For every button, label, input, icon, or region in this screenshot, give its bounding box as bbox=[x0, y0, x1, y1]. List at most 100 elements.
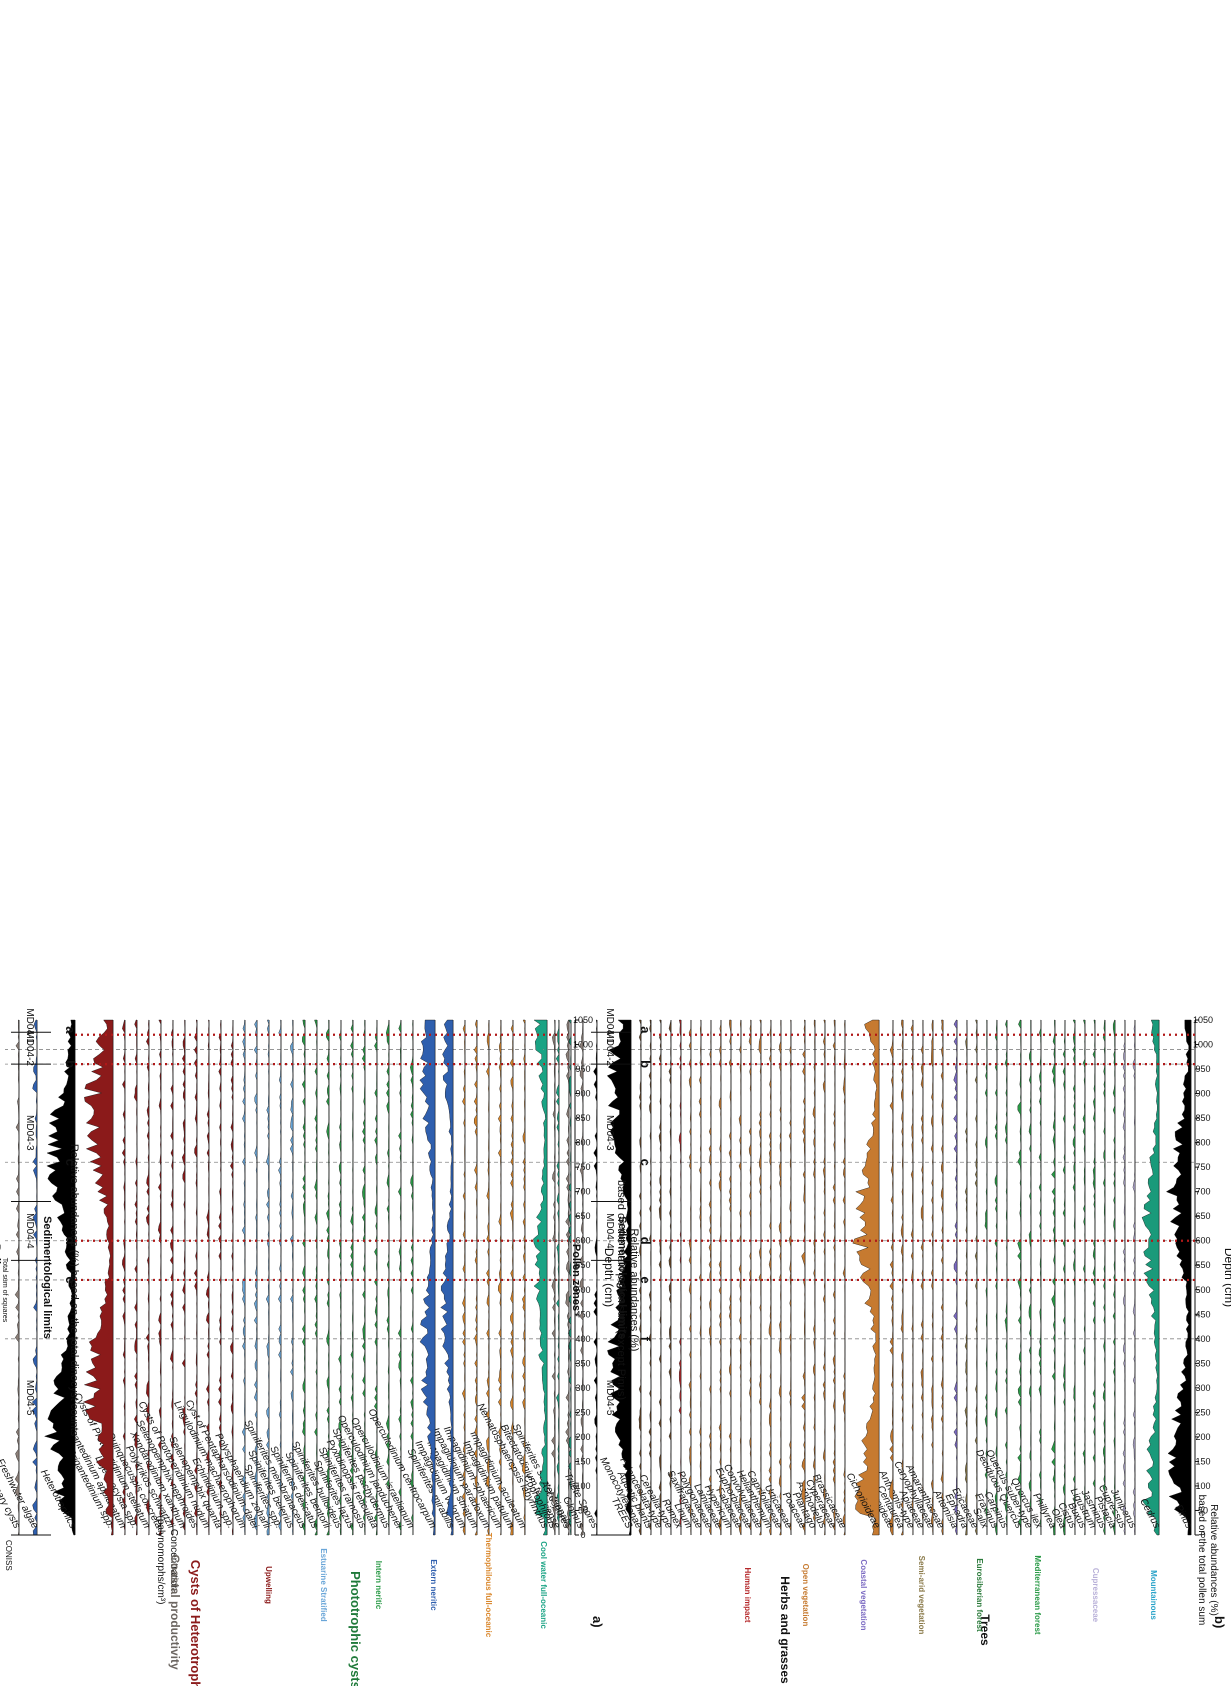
panel-b-sed-title: Sedimentological limits bbox=[616, 1216, 628, 1339]
panel-b-depth-tick-label: 200 bbox=[1195, 1432, 1210, 1442]
panel-b-area-euphorbiaceae bbox=[748, 1019, 752, 1536]
panel-a-area-pre-quaternary-cysts bbox=[14, 1019, 20, 1536]
panel-a-header-phototrophic: Phototrophic cysts bbox=[348, 1571, 363, 1686]
panel-a-area-polykrikos-schwartzii bbox=[169, 1019, 174, 1536]
panel-a-area-nematosphaeropsis-labyrinthus bbox=[533, 1019, 548, 1536]
panel-b-depth-tick-label: 0 bbox=[1200, 1530, 1205, 1540]
panel-b-area-cedrus bbox=[1141, 1019, 1160, 1536]
panel-b-area-phillyrea bbox=[1051, 1019, 1056, 1536]
panel-a-area-cysts-of-protoperidinium-stellatum bbox=[145, 1019, 150, 1536]
panel-a-area-brigantedinium-spp- bbox=[82, 1019, 114, 1536]
panel-a-zones-title: Pollen zones bbox=[0, 1244, 2, 1311]
panel-b-area-asteroideae bbox=[889, 1019, 894, 1536]
panel-a-area-spiniferites-bulloideus bbox=[338, 1019, 342, 1536]
panel-b-area-quercus-suber-type bbox=[1028, 1019, 1032, 1536]
panel-a-area-spiniferites-pachydermus bbox=[385, 1019, 390, 1536]
panel-b-letter: b) bbox=[1212, 1616, 1227, 1629]
panel-b-group-label: Mountainous bbox=[1149, 1570, 1158, 1620]
panel-b-area-plantago bbox=[812, 1019, 816, 1536]
panel-a-area-cysts-of-protoperidinium-nudum bbox=[205, 1019, 210, 1536]
panel-b-area-fraxinus bbox=[994, 1019, 998, 1536]
panel-a-x-title: Relative abundances (%) based on the tot… bbox=[68, 1144, 80, 1437]
panel-b-zones-title: Pollen zones bbox=[570, 1244, 582, 1311]
panel-a-area-trinovantedinium-applanatum bbox=[121, 1019, 126, 1536]
panel-a-group-label: Upwelling bbox=[264, 1566, 273, 1604]
panel-b-sed-letter-e: e bbox=[638, 1276, 653, 1283]
panel-b-area-anthemis-type bbox=[910, 1019, 914, 1536]
panel-a-group-label: Intern neritic bbox=[374, 1561, 383, 1610]
coniss-label: CONISS bbox=[4, 1540, 13, 1571]
panel-b-area-linum bbox=[688, 1019, 692, 1536]
panel-a-area-spiniferites-ramosus bbox=[361, 1019, 366, 1536]
panel-b-area-ericaceae bbox=[974, 1019, 978, 1536]
panel-b-x-title-2: based on the total pollen sum bbox=[1196, 1495, 1207, 1626]
panel-b-panel: 1050100095090085080075070065060055050045… bbox=[521, 1008, 1231, 1540]
panel-b-area-olea bbox=[1062, 1019, 1066, 1536]
panel-a-area-impagidinium-velorum bbox=[462, 1019, 466, 1536]
panel-b-depth-tick-label: 500 bbox=[1195, 1285, 1210, 1295]
panel-b-area-monocotyledonae bbox=[638, 1019, 642, 1536]
panel-b-area-artemisia bbox=[953, 1019, 958, 1536]
panel-b-group-label: Human impact bbox=[743, 1567, 752, 1622]
panel-a-area-lejeunecysta-spp- bbox=[133, 1019, 138, 1536]
panel-b-group-label: Cupressaceae bbox=[1091, 1568, 1100, 1623]
panel-b-depth-tick-label: 800 bbox=[1195, 1138, 1210, 1148]
panel-a-sed-title: Sedimentological limits bbox=[41, 1216, 53, 1339]
panel-b-zone-label: MD04-1 bbox=[604, 1008, 615, 1044]
panel-a-area-impagidinium-patulum bbox=[509, 1019, 514, 1536]
panel-b-area-centaurea bbox=[900, 1019, 904, 1536]
panel-a-area-spiniferites-membranaceus bbox=[301, 1019, 306, 1536]
panel-a-area-impagidinium-striatum bbox=[473, 1019, 478, 1536]
panel-a-sed-letter-e: e bbox=[63, 1276, 78, 1283]
panel-b-area-coprophilous bbox=[551, 1019, 556, 1536]
panel-a-conc-title-1: Concentration bbox=[168, 1529, 179, 1591]
panel-a-zone-label: MD04-4 bbox=[24, 1213, 35, 1249]
panel-a-header-coastal: Coastal productivity bbox=[168, 1554, 182, 1670]
panel-b-group-label: Eurosiberian forest bbox=[975, 1558, 984, 1632]
panel-b-area-fabaceae bbox=[738, 1019, 742, 1536]
panel-a-conc-title-2: (palynomorphs/cm³) bbox=[155, 1516, 166, 1605]
panel-b-area-caprifoliaceae bbox=[778, 1019, 782, 1536]
panel-a-area-polysphaeridium-zoharii bbox=[265, 1019, 270, 1536]
panel-a-area-lingulodinium-machaerophorum bbox=[241, 1019, 246, 1536]
panel-b-area-glomus bbox=[579, 1019, 584, 1536]
panel-a-area-operculodinium-janduchenei bbox=[397, 1019, 402, 1536]
panel-a-area-pyxidinopsis-reticulata bbox=[374, 1019, 378, 1536]
panel-b-area-rumex bbox=[678, 1019, 682, 1536]
panel-a-area-cyst-of-pentapharsodinium-dalei bbox=[253, 1019, 258, 1536]
panel-a-area-selenopemphix-quanta bbox=[218, 1019, 222, 1536]
panel-b-sed-letter-a: a bbox=[638, 1026, 653, 1034]
panel-b-sed-letter-d: d bbox=[638, 1237, 653, 1245]
panel-a-area-operculodinium-centrocarpum bbox=[419, 1019, 436, 1536]
panel-a-area-freshwater-algae bbox=[31, 1019, 38, 1536]
panel-a-area-impagidinium-aculeatum bbox=[522, 1019, 526, 1536]
panel-a-zone-label: MD04-3 bbox=[24, 1115, 35, 1151]
panel-a-area-spiniferites-delicatus bbox=[314, 1019, 318, 1536]
panel-b-area-trees bbox=[606, 1019, 632, 1536]
panel-b-area-cerealia-type bbox=[668, 1019, 672, 1536]
panel-b-depth-tick-label: 1050 bbox=[1193, 1015, 1213, 1025]
panel-b-depth-tick-label: 100 bbox=[1195, 1481, 1210, 1491]
panel-a-sed-letter-f: f bbox=[63, 1337, 78, 1342]
panel-a-area-selenopemphix-nephroides bbox=[194, 1019, 198, 1536]
panel-a-depth-title: Depth (cm) bbox=[602, 1248, 616, 1307]
panel-b-area-cichorioideae bbox=[852, 1019, 880, 1536]
panel-b-depth-tick-label: 250 bbox=[1195, 1407, 1210, 1417]
panel-b-area-pistacia bbox=[1112, 1019, 1116, 1536]
panel-b-area-quercus-ilex bbox=[1038, 1019, 1042, 1536]
panel-b-depth-tick-label: 150 bbox=[1195, 1456, 1210, 1466]
panel-b-header-herbs: Herbs and grasses bbox=[778, 1576, 792, 1684]
panel-b-area-carpinus bbox=[1004, 1019, 1008, 1536]
panel-b-area-jasminus bbox=[1102, 1019, 1106, 1536]
panel-b-group-label: Open vegetation bbox=[801, 1564, 810, 1627]
panel-b-sed-letter-c: c bbox=[638, 1159, 653, 1166]
panel-b-x-title-1: Relative abundances (%) bbox=[1208, 1504, 1219, 1616]
panel-a-zone-label: MD04-2 bbox=[24, 1030, 35, 1066]
panel-b-group-label: Coastal vegetation bbox=[859, 1559, 868, 1630]
panel-a-zone-label: MD04-1 bbox=[24, 1008, 35, 1044]
panel-b-depth-tick-label: 950 bbox=[1195, 1064, 1210, 1074]
panel-a-group-label: Extern neritic bbox=[429, 1559, 438, 1611]
panel-b-area-saxifragaceae bbox=[698, 1019, 702, 1536]
panel-b-depth-tick-label: 900 bbox=[1195, 1089, 1210, 1099]
